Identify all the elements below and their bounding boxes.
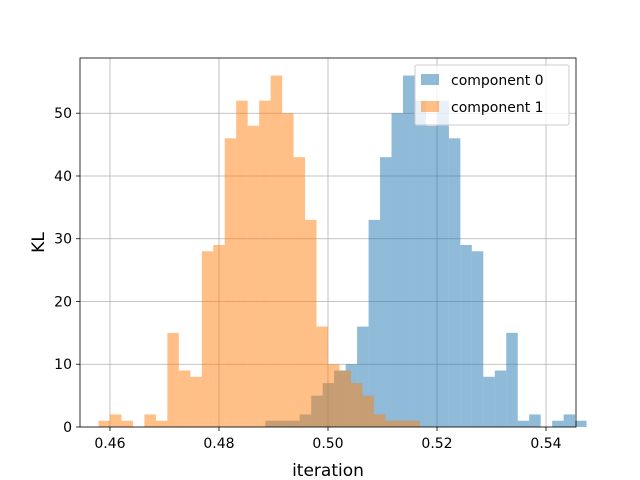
bar-series-1-bin-13	[247, 125, 260, 427]
legend-swatch-component-0	[421, 74, 439, 85]
x-tick-label-3: 0.52	[421, 436, 452, 452]
x-tick-label-0: 0.46	[94, 436, 125, 452]
bar-series-0-bin-23	[529, 414, 541, 427]
bar-series-1-bin-9	[201, 251, 214, 427]
x-axis-label: iteration	[292, 461, 364, 480]
bar-series-1-bin-24	[373, 414, 386, 427]
bar-series-1-bin-22	[350, 383, 363, 427]
bar-series-1-bin-7	[178, 370, 191, 427]
bar-series-0-bin-21	[506, 332, 518, 427]
bar-series-1-bin-12	[236, 100, 248, 428]
legend-label-component-1: component 1	[451, 100, 544, 116]
bar-series-0-bin-11	[391, 113, 403, 427]
x-tick-label-1: 0.48	[203, 436, 234, 452]
bar-series-0-bin-15	[437, 100, 449, 428]
bar-series-1-bin-20	[328, 364, 340, 427]
y-tick-label-1: 10	[54, 357, 72, 373]
bar-series-0-bin-12	[402, 75, 415, 428]
x-tick-label-4: 0.54	[530, 436, 561, 452]
bar-series-1-bin-25	[385, 420, 397, 427]
bar-series-0-bin-13	[414, 100, 426, 428]
bar-series-1-bin-21	[339, 370, 351, 427]
histogram-bars	[98, 75, 587, 428]
bar-series-0-bin-22	[517, 420, 530, 427]
bar-series-1-bin-17	[293, 157, 306, 427]
bar-series-0-bin-27	[575, 420, 587, 427]
y-tick-label-4: 40	[54, 169, 72, 185]
y-tick-label-2: 20	[54, 294, 72, 310]
bar-series-1-bin-16	[282, 113, 294, 427]
axis-ticks: 0.46 0.48 0.50 0.52 0.54 0 10 20 30 40 50	[54, 106, 562, 452]
bar-series-1-bin-8	[190, 376, 202, 427]
bar-series-1-bin-14	[259, 100, 271, 428]
bar-series-1-bin-1	[110, 414, 122, 427]
bar-series-1-bin-23	[362, 395, 374, 427]
y-tick-label-5: 50	[54, 106, 72, 122]
bar-series-0-bin-17	[460, 245, 472, 427]
bar-series-1-bin-2	[121, 420, 133, 427]
bar-series-0-bin-8	[357, 326, 369, 427]
bar-series-0-bin-20	[494, 370, 507, 427]
bar-series-1-bin-0	[98, 420, 111, 427]
bar-series-1-bin-10	[213, 245, 225, 427]
bar-series-0-bin-18	[471, 251, 484, 427]
bar-series-0-bin-16	[448, 138, 461, 427]
bar-series-0-bin-14	[425, 125, 438, 427]
bar-series-0-bin-19	[483, 376, 495, 427]
bar-series-1-bin-26	[396, 420, 409, 427]
bar-series-1-bin-27	[408, 420, 420, 427]
bar-series-0-bin-9	[368, 219, 381, 427]
bar-series-1-bin-6	[167, 332, 179, 427]
y-tick-label-3: 30	[54, 232, 72, 248]
bar-series-1-bin-5	[155, 420, 168, 427]
x-tick-label-2: 0.50	[312, 436, 343, 452]
bar-series-1-bin-11	[224, 138, 237, 427]
legend-label-component-0: component 0	[451, 73, 544, 89]
y-tick-label-0: 0	[63, 420, 72, 436]
bar-series-0-bin-10	[380, 157, 392, 427]
y-axis-label: KL	[29, 232, 49, 253]
legend-frame	[414, 64, 570, 126]
bar-series-1-bin-19	[316, 326, 328, 427]
bar-series-1-bin-18	[305, 219, 317, 427]
bar-series-1-bin-4	[144, 414, 156, 427]
bar-series-0-bin-25	[552, 420, 564, 427]
bar-series-1-bin-15	[270, 75, 283, 428]
legend: component 0 component 1	[414, 64, 570, 126]
bar-series-0-bin-26	[563, 414, 576, 427]
legend-swatch-component-1	[421, 101, 439, 112]
